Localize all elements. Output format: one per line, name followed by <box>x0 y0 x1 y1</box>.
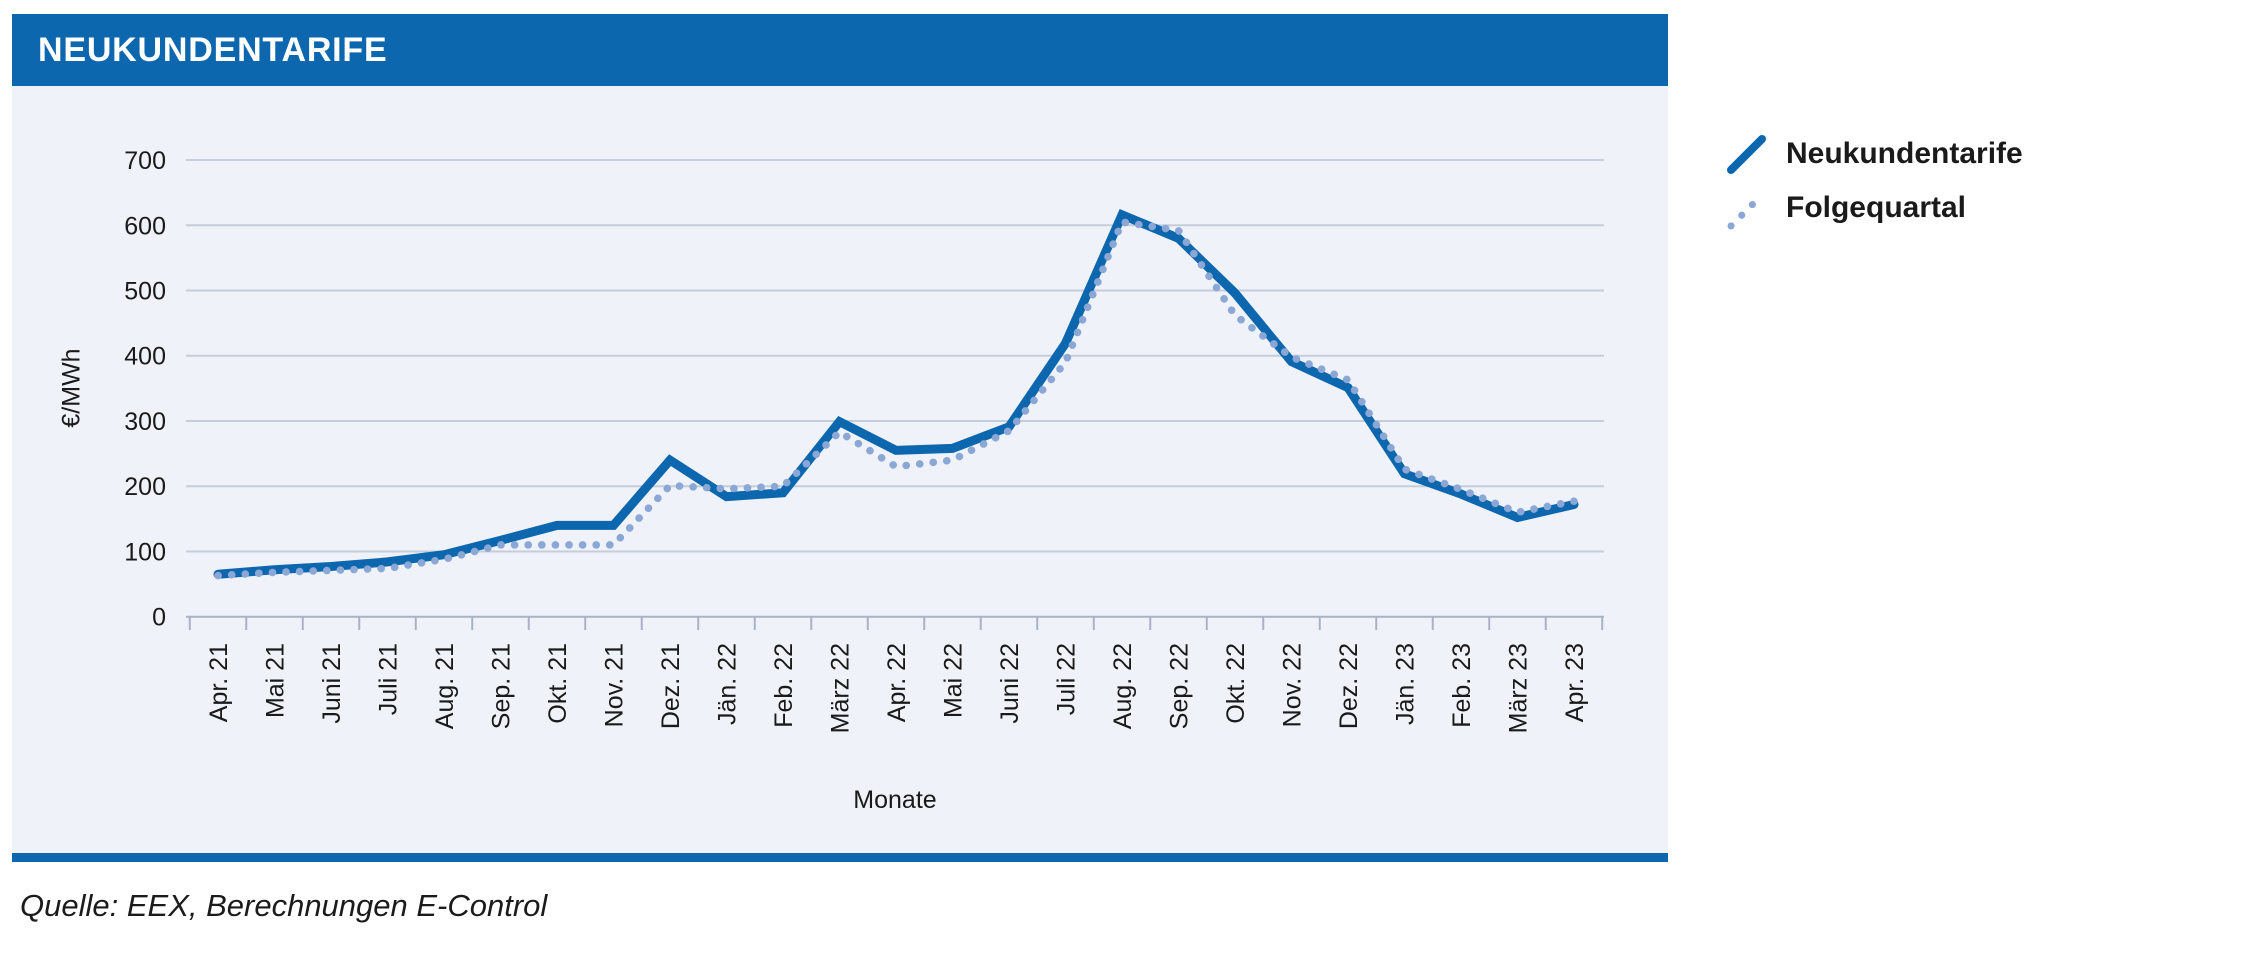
plot-background <box>12 86 1668 862</box>
source-caption: Quelle: EEX, Berechnungen E-Control <box>20 888 548 923</box>
x-axis-label: Monate <box>853 786 937 814</box>
dotted-line-swatch <box>1727 190 1766 230</box>
chart-title: NEUKUNDENTARIFE <box>38 30 388 69</box>
chart-header: NEUKUNDENTARIFE <box>12 14 1668 86</box>
legend-item-folgequartal: Folgequartal <box>1726 186 2023 230</box>
y-axis-label: €/MWh <box>57 348 86 428</box>
solid-line-swatch <box>1727 135 1766 174</box>
chart-panel: NEUKUNDENTARIFE <box>12 14 1668 862</box>
legend-item-neukundentarife: Neukundentarife <box>1726 132 2023 176</box>
legend-label: Folgequartal <box>1786 191 1967 224</box>
legend-label: Neukundentarife <box>1786 137 2023 170</box>
legend: Neukundentarife Folgequartal <box>1726 132 2023 230</box>
